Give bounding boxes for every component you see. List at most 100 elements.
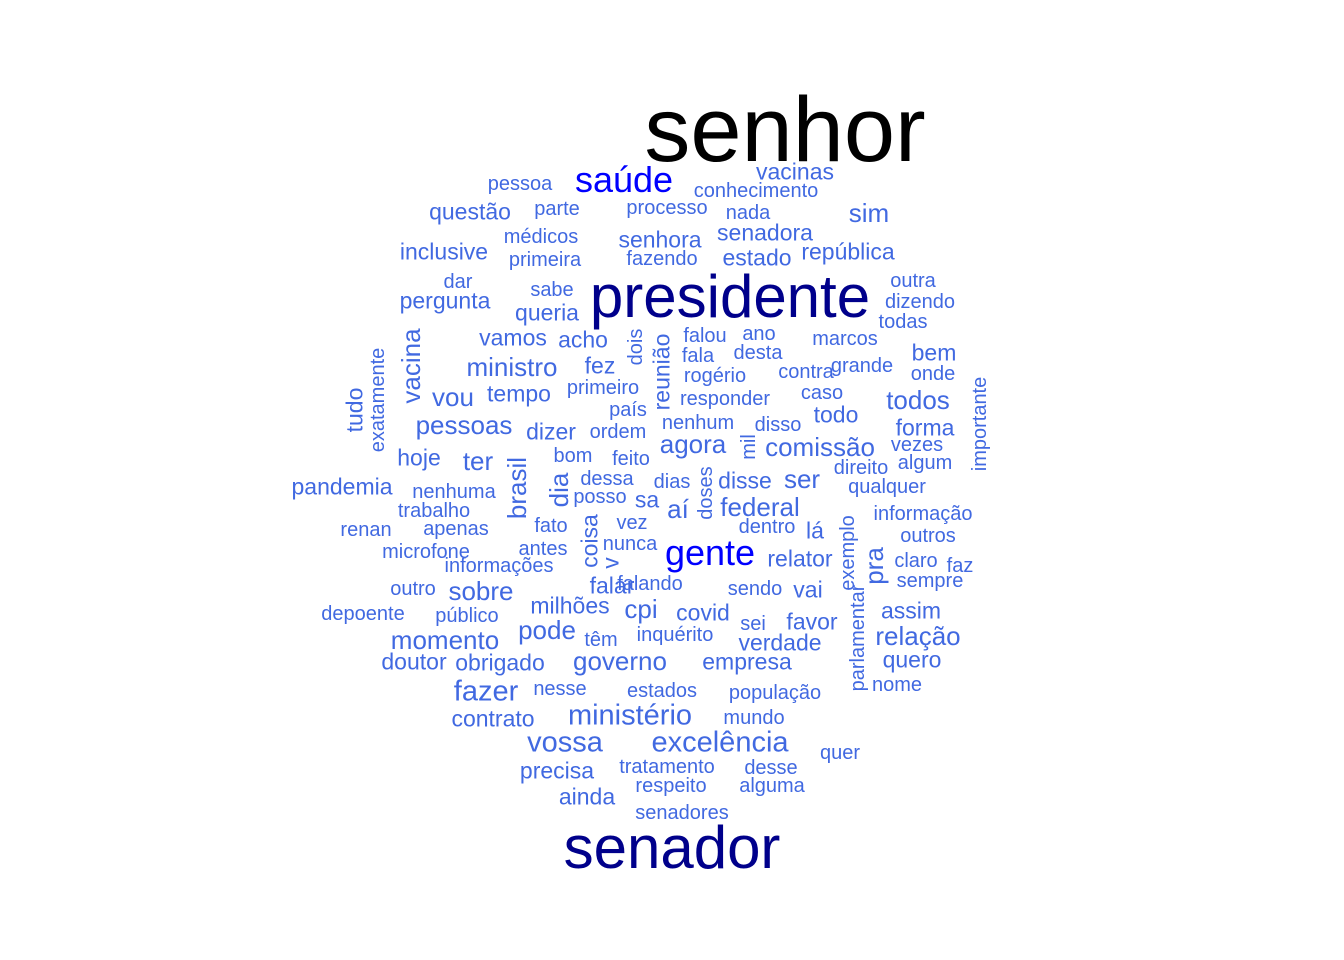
cloud-word: momento <box>390 625 500 655</box>
cloud-word: doutor <box>381 648 447 675</box>
cloud-word: processo <box>626 197 708 219</box>
cloud-word: brasil <box>502 456 532 520</box>
cloud-word: posso <box>573 486 627 508</box>
cloud-word: dias <box>653 471 691 493</box>
cloud-word: vossa <box>527 726 603 759</box>
cloud-word: senadora <box>717 219 813 246</box>
cloud-word: nome <box>871 674 923 696</box>
cloud-word: nenhuma <box>412 481 496 503</box>
cloud-word: microfone <box>382 541 470 563</box>
cloud-word: trabalho <box>397 500 471 522</box>
cloud-word: estados <box>626 680 698 702</box>
cloud-word: vai <box>793 576 823 603</box>
cloud-word: dia <box>544 472 574 508</box>
cloud-word: apenas <box>423 518 489 540</box>
cloud-word: parlamentar <box>847 584 869 692</box>
cloud-word: pode <box>518 615 576 645</box>
cloud-word: caso <box>800 382 844 404</box>
cloud-word: ordem <box>589 421 647 443</box>
cloud-word: feito <box>612 448 650 470</box>
cloud-word: nunca <box>602 533 658 555</box>
cloud-word: fazer <box>453 675 519 708</box>
cloud-word: direito <box>833 457 889 479</box>
cloud-word: grande <box>830 355 894 377</box>
cloud-word: fato <box>534 515 568 537</box>
cloud-word: fazendo <box>626 248 698 270</box>
cloud-word: contrato <box>451 705 535 732</box>
cloud-word: claro <box>894 550 938 572</box>
cloud-word: gente <box>664 532 756 573</box>
cloud-word: conhecimento <box>693 180 819 202</box>
cloud-word: outros <box>900 525 956 547</box>
cloud-word: outro <box>390 578 436 600</box>
cloud-word: contra <box>778 361 834 383</box>
cloud-word: dizer <box>526 418 576 445</box>
cloud-word: estado <box>722 244 792 271</box>
cloud-word: assim <box>880 597 942 624</box>
cloud-word: forma <box>895 414 955 441</box>
cloud-word: vezes <box>890 434 944 456</box>
cloud-word: pra <box>859 547 889 585</box>
cloud-word: ministério <box>567 699 693 732</box>
cloud-word: nesse <box>533 678 587 700</box>
cloud-word: nenhum <box>661 412 735 434</box>
cloud-word: quer <box>819 742 861 764</box>
cloud-word: comissão <box>765 432 875 462</box>
cloud-word: parte <box>534 198 580 220</box>
cloud-word: república <box>801 238 895 265</box>
cloud-word: falar <box>589 572 635 599</box>
cloud-word: vamos <box>479 324 547 351</box>
cloud-word: reunião <box>648 333 675 411</box>
cloud-word: v <box>597 557 624 569</box>
cloud-word: primeiro <box>566 377 640 399</box>
cloud-word: todas <box>878 311 928 333</box>
cloud-word: primeira <box>508 249 582 271</box>
cloud-word: médicos <box>503 226 579 248</box>
cloud-word: aí <box>667 494 689 524</box>
cloud-word: relator <box>767 545 833 572</box>
cloud-word: senador <box>563 814 781 881</box>
cloud-word: sa <box>634 486 660 513</box>
cloud-word: pergunta <box>399 287 491 314</box>
cloud-word: todos <box>886 385 950 415</box>
cloud-word: questão <box>429 198 511 225</box>
cloud-word: ainda <box>558 783 616 810</box>
cloud-word: ser <box>783 464 821 494</box>
cloud-word: exemplo <box>837 515 859 591</box>
cloud-word: milhões <box>530 592 610 619</box>
cloud-word: mil <box>738 434 760 460</box>
cloud-word: rogério <box>683 365 747 387</box>
cloud-word: vou <box>432 382 474 412</box>
cloud-word: depoente <box>321 603 405 625</box>
cloud-word: inquérito <box>636 624 714 646</box>
cloud-word: presidente <box>589 263 871 330</box>
cloud-word: renan <box>340 519 392 541</box>
cloud-word: fala <box>681 345 715 367</box>
cloud-word: antes <box>518 538 568 560</box>
cloud-word: informações <box>444 555 554 577</box>
cloud-word: onde <box>910 363 956 385</box>
cloud-word: favor <box>786 608 838 635</box>
cloud-word: pessoas <box>415 410 513 440</box>
cloud-word: bom <box>553 445 593 467</box>
cloud-word: inclusive <box>399 238 489 265</box>
cloud-word: sei <box>740 613 766 635</box>
cloud-word: senhor <box>644 79 926 181</box>
cloud-word: obrigado <box>455 649 545 676</box>
cloud-word: sobre <box>448 576 514 606</box>
cloud-word: relação <box>875 621 961 651</box>
cloud-word: agora <box>659 429 727 459</box>
cloud-word: desta <box>733 342 783 364</box>
cloud-word: têm <box>584 629 618 651</box>
cloud-word: saúde <box>574 159 674 200</box>
cloud-word: vacinas <box>756 158 834 185</box>
cloud-word: vacina <box>396 328 426 404</box>
cloud-word: dizendo <box>884 291 956 313</box>
cloud-word: ministro <box>466 352 558 382</box>
cloud-word: sendo <box>727 578 783 600</box>
cloud-word: sabe <box>530 279 574 301</box>
cloud-word: falando <box>617 573 683 595</box>
cloud-word: doses <box>695 466 717 520</box>
cloud-word: importante <box>969 376 991 472</box>
